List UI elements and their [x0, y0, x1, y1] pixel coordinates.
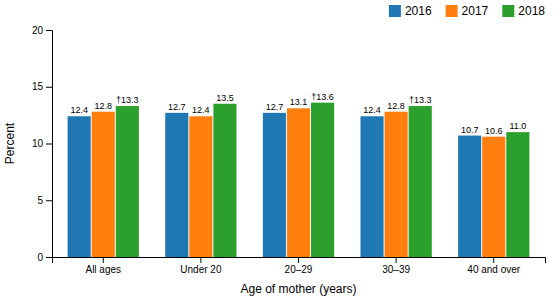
data-label: 11.0 [509, 121, 526, 131]
data-label: †13.3 [116, 95, 139, 105]
bar [311, 103, 334, 257]
x-axis: All ages Under 20 20–29 30–39 40 and over [53, 257, 546, 275]
data-label: †13.3 [409, 95, 432, 105]
legend-item: 2018 [502, 4, 545, 18]
tick: 20 [32, 25, 52, 36]
tick-mark [46, 257, 52, 258]
bar [116, 106, 139, 257]
tick-label: 40 and over [467, 264, 520, 275]
x-axis-title: Age of mother (years) [240, 282, 356, 296]
tick-label: Under 20 [180, 264, 222, 275]
legend-swatch [446, 5, 458, 17]
tick-label: 15 [32, 81, 44, 92]
tick: All ages [85, 257, 121, 275]
tick: 15 [32, 81, 52, 92]
data-label: 13.1 [290, 97, 308, 107]
tick: 10 [32, 138, 52, 149]
tick: 5 [37, 195, 52, 206]
tick: 20–29 [285, 257, 313, 275]
data-label: 12.8 [387, 101, 405, 111]
bar [263, 113, 286, 257]
bar [213, 104, 236, 257]
y-axis-title: Percent [3, 122, 17, 164]
bar [506, 132, 529, 257]
tick-mark [46, 144, 52, 145]
tick-label: All ages [85, 264, 121, 275]
series [92, 108, 506, 257]
bar [92, 112, 115, 257]
data-label: 12.4 [70, 105, 88, 115]
axis-line [46, 31, 53, 258]
tick-label: 10 [32, 138, 44, 149]
legend-swatch [502, 5, 514, 17]
legend-label: 2018 [518, 4, 545, 18]
bars [68, 103, 530, 257]
bar [385, 112, 408, 257]
legend-label: 2017 [462, 4, 489, 18]
tick-label: 20–29 [285, 264, 313, 275]
data-label: 10.7 [461, 125, 479, 135]
tick-mark [46, 200, 52, 201]
bar [409, 106, 432, 257]
data-label: †13.6 [311, 92, 334, 102]
data-label: 12.7 [266, 102, 284, 112]
chart: 0 5 10 15 20 All ages Under 20 20–29 30–39 40 and… [0, 0, 560, 301]
bar [287, 108, 310, 257]
bar [189, 116, 212, 257]
tick: Under 20 [180, 257, 222, 275]
bar [165, 113, 188, 257]
data-labels: 12.4 12.7 12.7 12.4 10.7 12.8 12.4 13.1 12.8 10.6… [70, 92, 526, 136]
plot: 0 5 10 15 20 All ages Under 20 20–29 30–39 40 and… [32, 25, 546, 275]
data-label: 12.4 [363, 105, 381, 115]
tick: 30–39 [382, 257, 410, 275]
legend-item: 2017 [446, 4, 489, 18]
tick-mark [46, 30, 52, 31]
data-label: 12.7 [168, 102, 186, 112]
data-label: 13.5 [216, 93, 234, 103]
series [116, 103, 530, 257]
y-axis: 0 5 10 15 20 [32, 25, 53, 263]
legend-label: 2016 [405, 4, 432, 18]
tick-mark [103, 257, 104, 263]
bar [458, 136, 481, 257]
data-label: 12.4 [192, 105, 210, 115]
tick-mark [298, 257, 299, 263]
legend-item: 2016 [389, 4, 432, 18]
data-label: 12.8 [94, 101, 112, 111]
tick-mark [46, 87, 52, 88]
tick-mark [493, 257, 494, 263]
tick-label: 0 [37, 252, 43, 263]
tick-label: 20 [32, 25, 44, 36]
data-label: 10.6 [485, 126, 503, 136]
axis-line [53, 258, 546, 264]
tick-mark [396, 257, 397, 263]
bar [68, 116, 91, 257]
tick-mark [200, 257, 201, 263]
tick: 0 [37, 252, 52, 263]
tick: 40 and over [467, 257, 520, 275]
bar [360, 116, 383, 257]
legend: 2016 2017 2018 [389, 4, 545, 18]
legend-swatch [389, 5, 401, 17]
bar [482, 137, 505, 257]
tick-label: 30–39 [382, 264, 410, 275]
tick-label: 5 [37, 195, 43, 206]
